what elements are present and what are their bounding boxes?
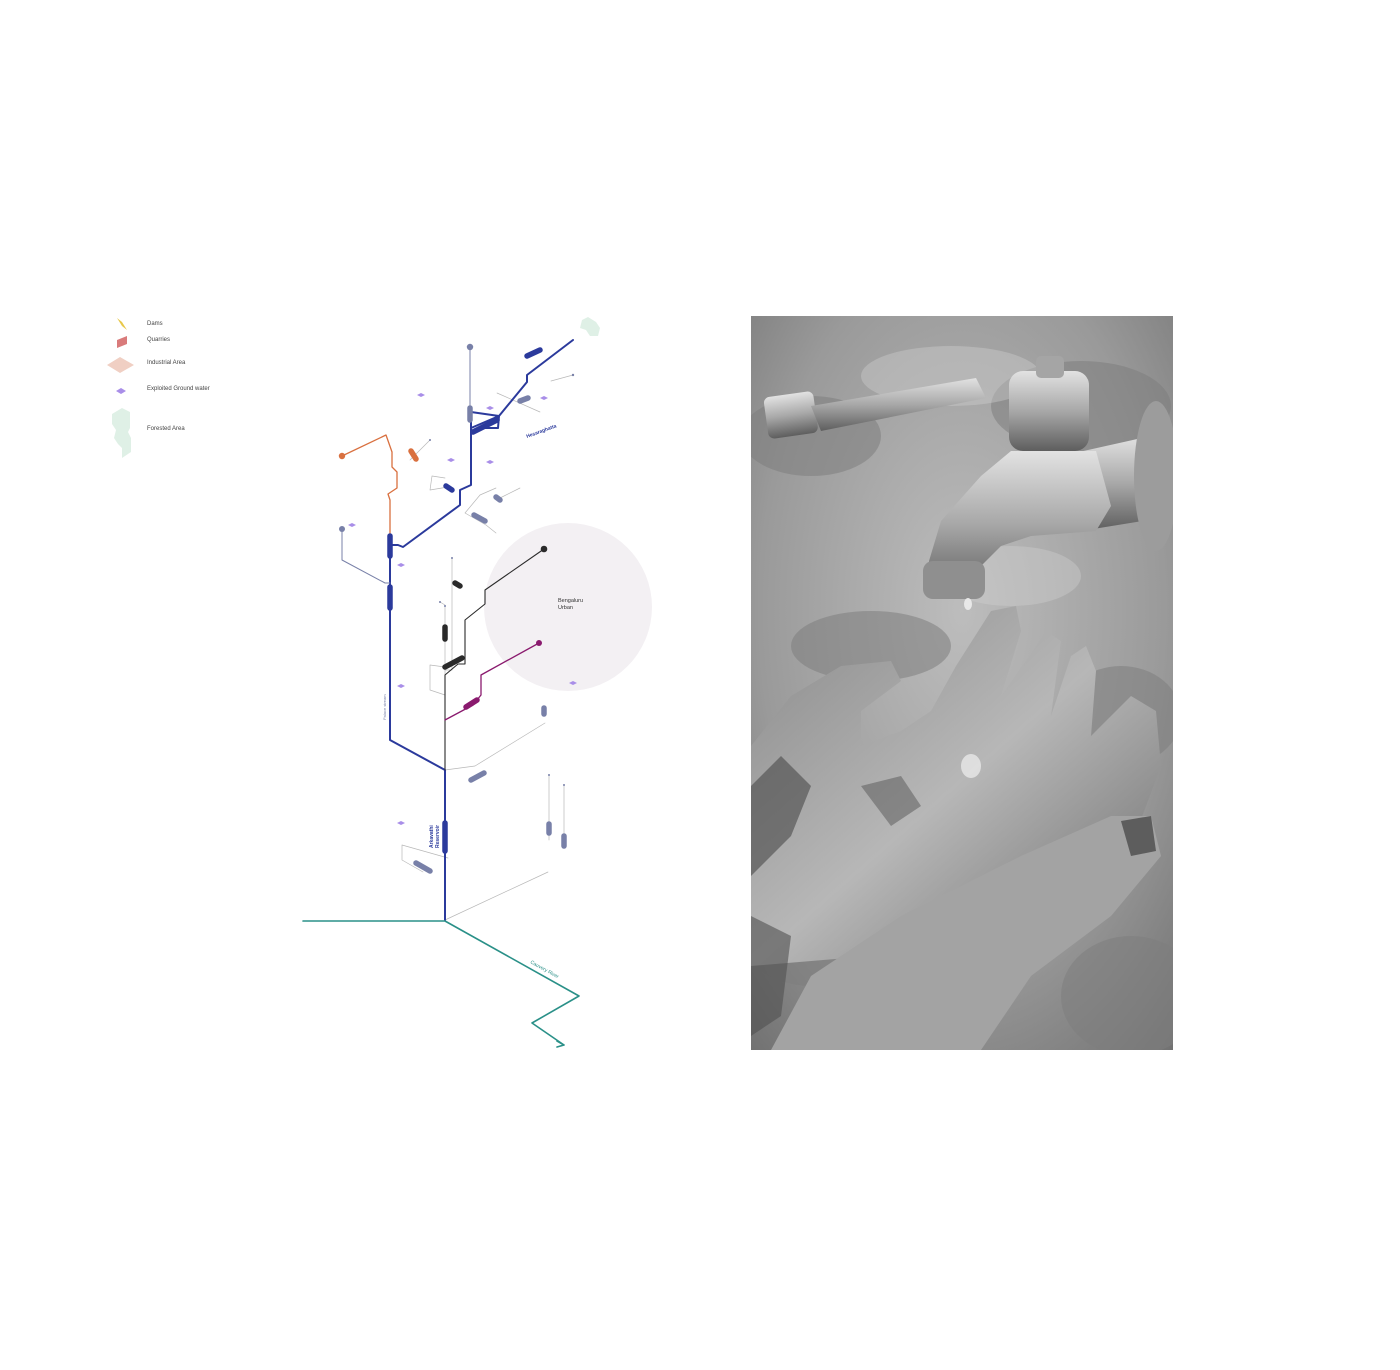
hands-icon [751,606,1161,1050]
magenta-tributary [444,642,540,721]
lake-node [517,395,531,404]
lake-node [493,494,503,503]
lake-node [452,580,463,589]
legend-label: Exploited Ground water [147,386,210,392]
arkavathi-reservoir-label: Arkavathi [429,825,435,848]
legend-item-forested-area: Forested Area [100,408,260,458]
groundwater-markers [348,393,577,825]
arkavathi-upper-channel [470,339,574,429]
arkavathi-main-channel [389,411,500,921]
palace-stream-label: Palace stream [382,694,387,720]
hesaraghatta-reservoir [470,417,500,435]
hesaraghatta-label: Hesaraghatta [526,423,558,440]
left-tributary-node [339,526,345,532]
legend-label: Dams [147,321,163,327]
tap-and-hands-photo [751,316,1173,1050]
quarry-lake [408,448,419,462]
black-tributary-node [540,545,548,553]
bengaluru-urban-label: Bengaluru [558,598,583,604]
lakes [387,347,567,874]
lake-node [468,770,487,783]
lake-node [413,860,433,874]
legend-item-quarries: Quarries [100,334,260,364]
orange-tributary [341,434,398,546]
legend-label: Quarries [147,337,171,343]
groundwater-icon [116,388,126,394]
legend-item-dams: Dams [100,316,260,346]
lake-node [471,512,488,524]
lake-node [524,347,543,359]
legend-label: Forested Area [147,426,185,432]
quarry-icon [117,336,127,348]
forested-area-patch [580,317,600,336]
endpoint-dots [429,373,575,786]
magenta-tributary-node [536,640,542,646]
bengaluru-urban-area [484,523,652,691]
bengaluru-urban-label-2: Urban [558,605,573,611]
dam-icon [117,318,127,330]
lake-node [442,655,465,670]
black-tributary [444,548,545,771]
tap-icon [763,356,1173,610]
arkavathi-reservoir-label-2: Reservoir [435,825,441,848]
industrial-area-icon [107,357,134,373]
lake-node [463,697,480,710]
legend-label: Industrial Area [147,360,186,366]
river-network-diagram: Bengaluru Urban [302,317,652,1048]
left-tributary [341,529,391,584]
orange-tributary-node [338,452,346,460]
legend-item-groundwater: Exploited Ground water [100,386,260,416]
cauvery-river [302,920,580,1048]
lake-node [443,483,455,493]
legend-item-industrial-area: Industrial Area [100,355,260,385]
legend: Dams Quarries Industrial Area Exploited … [100,310,260,470]
upper-grey-node [466,343,474,351]
forest-icon [112,408,131,458]
